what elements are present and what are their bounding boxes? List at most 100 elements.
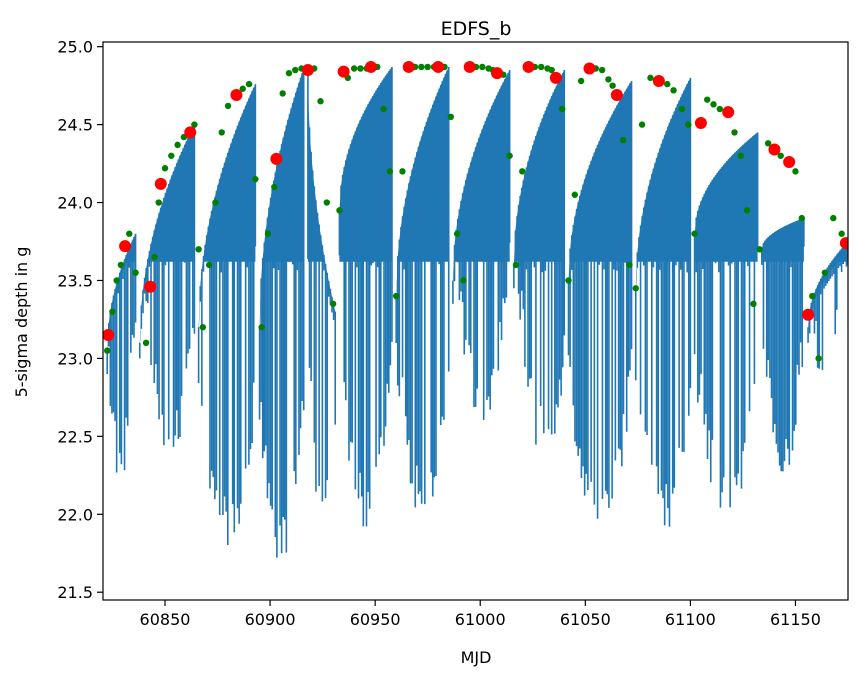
red-point [230,88,243,101]
green-point [815,355,822,362]
green-point [132,269,139,276]
x-tick-label: 60900 [245,610,296,629]
green-point [685,121,692,128]
green-point [670,87,677,94]
fill-area [635,77,691,297]
green-point [155,199,162,206]
green-point [792,168,799,175]
red-point [652,74,665,87]
green-point [710,101,717,108]
green-point [292,66,299,74]
red-point [270,152,283,165]
green-point [399,168,406,175]
green-point [264,230,272,237]
red-point [694,117,707,130]
red-point [154,177,167,190]
green-point [104,347,111,354]
red-point [522,60,535,73]
green-point [323,199,331,206]
green-point [678,105,686,113]
green-point [424,63,431,71]
green-point [113,277,120,284]
green-point [245,80,253,88]
green-point [548,66,555,74]
green-point [418,63,425,71]
fill-area [259,68,304,335]
red-points [103,60,848,342]
green-point [336,207,343,214]
green-point [743,207,751,214]
green-point [609,82,616,89]
green-point [716,105,724,113]
red-point [491,67,504,80]
green-point [224,102,232,110]
x-tick-label: 61150 [770,610,821,629]
red-point [301,64,314,77]
red-point [549,71,562,84]
red-point [144,280,157,293]
green-point [756,246,763,253]
y-tick-label: 22.5 [57,427,93,446]
green-point [598,66,606,74]
green-point [151,253,158,261]
green-point [142,339,150,347]
fill-area [808,241,848,335]
green-point [386,168,394,175]
green-point [161,165,169,172]
red-point [337,65,350,78]
green-point [691,230,698,237]
green-point [537,63,545,71]
red-point [103,329,115,342]
fill-area [339,66,392,262]
red-point [783,156,796,169]
green-point [258,324,265,331]
green-point [798,214,805,222]
green-point [252,175,259,183]
red-point [463,60,476,73]
x-tick-label: 60850 [140,610,191,629]
axes-border [102,41,849,601]
green-point [239,85,246,92]
green-point [357,65,364,72]
red-point [583,62,596,75]
green-point [453,230,461,237]
green-point [512,261,520,269]
x-axis-label: MJD [461,648,492,667]
plot-area [103,60,848,558]
fill-area [396,66,449,304]
x-tick-label: 61000 [455,610,506,629]
fill-area [139,124,195,351]
green-point [126,230,133,237]
green-point [506,152,513,159]
fill-area [513,70,565,273]
fill-segment [106,233,137,473]
green-point [632,285,639,292]
green-point [329,300,337,308]
green-point [626,261,633,269]
green-point [809,292,816,300]
x-tick-label: 61100 [665,610,716,629]
green-point [285,69,293,77]
green-point [205,261,213,269]
green-point [174,141,181,149]
green-point [168,152,175,159]
green-points [104,63,845,362]
green-point [195,246,202,253]
green-point [571,191,578,198]
red-point [768,143,781,156]
fill-area [107,233,136,359]
green-point [737,152,745,159]
x-tick-label: 61050 [560,610,611,629]
y-axis-label: 5-sigma depth in g [12,247,31,398]
x-axis-ticks: 60850 60900 60950 61000 61050 61100 61150 [140,600,821,629]
green-point [447,113,455,121]
green-point [558,105,566,113]
green-point [619,136,627,144]
green-point [199,324,207,331]
green-point [838,230,845,237]
chart-title: EDFS_b [441,18,512,40]
green-point [279,90,286,97]
red-point [839,237,848,250]
green-point [638,121,646,128]
green-point [109,308,116,315]
